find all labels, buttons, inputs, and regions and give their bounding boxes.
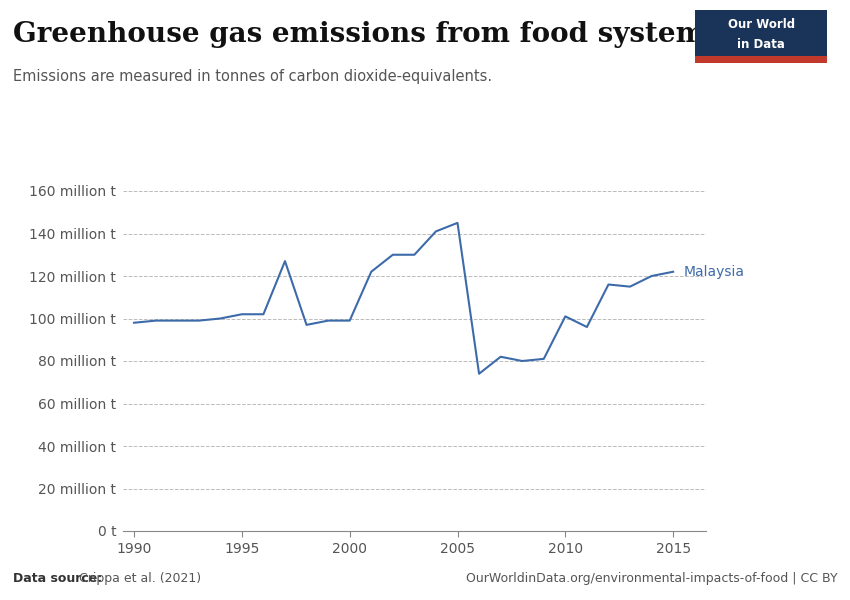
Text: Greenhouse gas emissions from food systems: Greenhouse gas emissions from food syste…: [13, 21, 720, 48]
Text: Malaysia: Malaysia: [684, 265, 745, 279]
Text: OurWorldinData.org/environmental-impacts-of-food | CC BY: OurWorldinData.org/environmental-impacts…: [466, 572, 837, 585]
Text: Data source:: Data source:: [13, 572, 102, 585]
Text: Our World: Our World: [728, 19, 795, 31]
Text: Crippa et al. (2021): Crippa et al. (2021): [75, 572, 201, 585]
Text: in Data: in Data: [737, 38, 785, 51]
Text: Emissions are measured in tonnes of carbon dioxide-equivalents.: Emissions are measured in tonnes of carb…: [13, 69, 492, 84]
